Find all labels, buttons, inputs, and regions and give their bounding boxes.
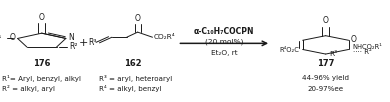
Text: α-C₁₀H₇COCPN: α-C₁₀H₇COCPN	[194, 27, 255, 36]
Text: ···· R²: ···· R²	[353, 49, 371, 54]
Text: O: O	[39, 13, 45, 22]
Text: O: O	[135, 14, 141, 23]
Text: 20-97%ee: 20-97%ee	[308, 86, 344, 92]
Text: Et₂O, rt: Et₂O, rt	[211, 50, 238, 56]
Text: 177: 177	[317, 59, 334, 68]
Text: R¹= Aryl, benzyl, alkyl: R¹= Aryl, benzyl, alkyl	[2, 75, 81, 81]
Text: O: O	[323, 16, 329, 25]
Text: CO₂R⁴: CO₂R⁴	[154, 34, 176, 40]
Text: R²: R²	[69, 42, 78, 52]
Text: R³: R³	[88, 38, 96, 47]
Text: R² = alkyl, aryl: R² = alkyl, aryl	[2, 85, 55, 92]
Text: +: +	[79, 38, 89, 48]
Text: 176: 176	[33, 59, 50, 68]
Text: R⁴O₂C: R⁴O₂C	[279, 47, 299, 53]
Text: O: O	[351, 35, 357, 44]
Text: NHCO₂R¹: NHCO₂R¹	[353, 44, 382, 50]
Text: R⁴ = alkyl, benzyl: R⁴ = alkyl, benzyl	[99, 85, 162, 92]
Text: (20 mol%): (20 mol%)	[205, 38, 243, 45]
Text: 162: 162	[124, 59, 142, 68]
Text: R³ = aryl, heteroaryl: R³ = aryl, heteroaryl	[99, 75, 173, 81]
Text: N: N	[68, 33, 74, 42]
Text: 44-96% yield: 44-96% yield	[302, 75, 349, 81]
Text: R¹: R¹	[0, 34, 2, 43]
Text: R³: R³	[330, 51, 338, 57]
Text: O: O	[10, 33, 16, 42]
